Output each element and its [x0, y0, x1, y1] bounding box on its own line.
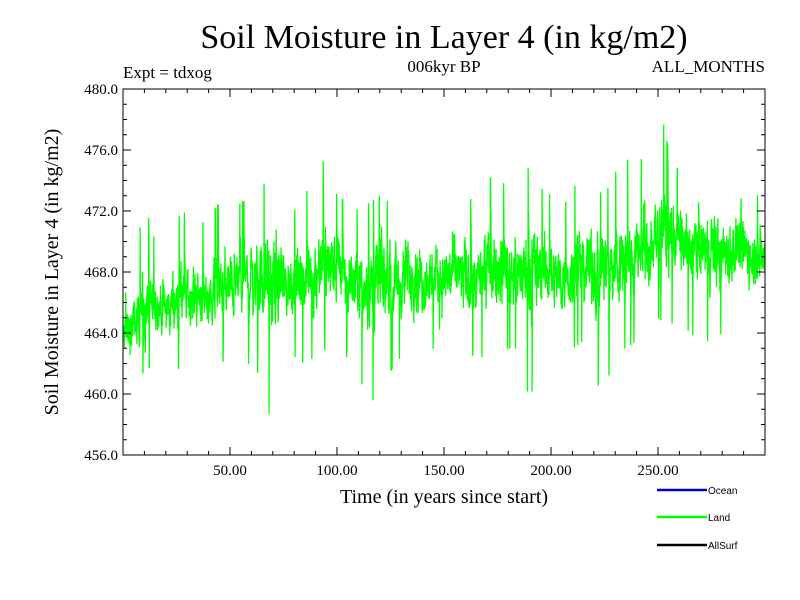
y-axis-label: Soil Moisture in Layer 4 (in kg/m2): [41, 129, 63, 416]
y-tick-label: 468.0: [84, 265, 118, 281]
x-tick-labels: 50.00 100.00 150.00 200.00 250.00: [213, 463, 679, 479]
x-tick-label: 50.00: [213, 463, 247, 479]
y-tick-label: 456.0: [84, 448, 118, 464]
y-tick-labels: 456.0 460.0 464.0 468.0 472.0 476.0 480.0: [84, 82, 118, 464]
axis-ticks: [123, 89, 765, 455]
y-tick-label: 464.0: [84, 326, 118, 342]
x-tick-label: 150.00: [423, 463, 464, 479]
y-tick-label: 460.0: [84, 387, 118, 403]
x-tick-label: 250.00: [637, 463, 678, 479]
plot-area: 50.00 100.00 150.00 200.00 250.00 456.0 460.0…: [84, 82, 766, 479]
x-tick-label: 100.00: [316, 463, 357, 479]
period-label: 006kyr BP: [407, 57, 480, 76]
legend: Ocean Land AllSurf: [657, 486, 738, 552]
series-layer: [123, 124, 765, 415]
chart-title: Soil Moisture in Layer 4 (in kg/m2): [200, 19, 687, 56]
series-line-land: [123, 124, 765, 415]
legend-label-land: Land: [708, 513, 730, 524]
legend-label-allsurf: AllSurf: [708, 541, 738, 552]
y-tick-label: 480.0: [84, 82, 118, 98]
legend-label-ocean: Ocean: [708, 486, 737, 497]
x-tick-label: 200.00: [530, 463, 571, 479]
x-axis-label: Time (in years since start): [340, 486, 548, 508]
y-tick-label: 472.0: [84, 204, 118, 220]
expt-label: Expt = tdxog: [123, 63, 212, 82]
y-tick-label: 476.0: [84, 143, 118, 159]
months-label: ALL_MONTHS: [652, 57, 765, 76]
